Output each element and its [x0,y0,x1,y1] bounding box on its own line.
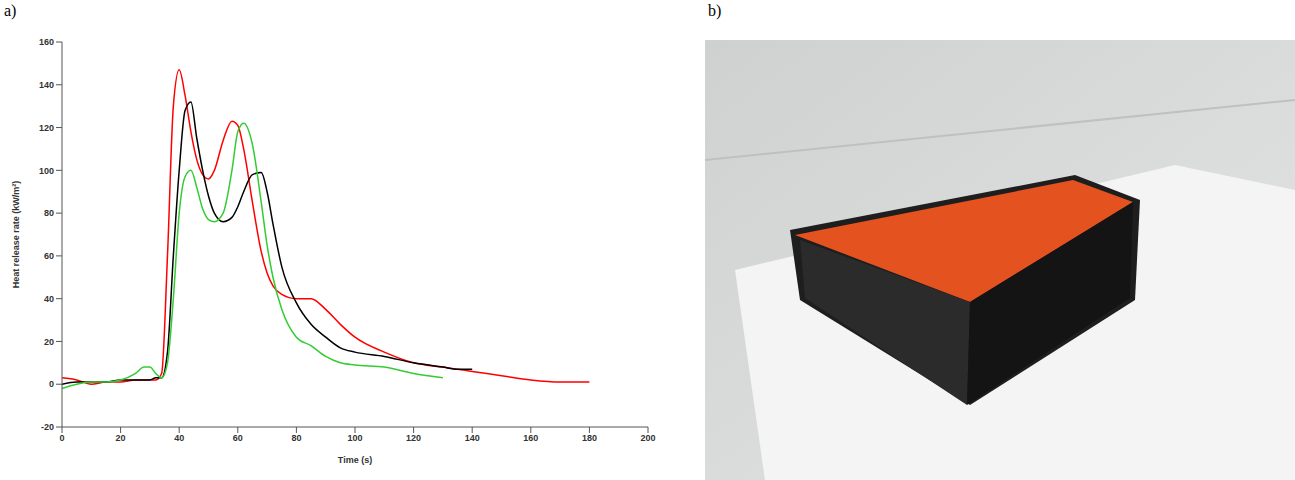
svg-text:60: 60 [233,433,243,443]
svg-text:20: 20 [116,433,126,443]
svg-text:80: 80 [44,208,54,218]
svg-text:200: 200 [640,433,655,443]
svg-text:100: 100 [347,433,362,443]
svg-text:20: 20 [44,337,54,347]
svg-text:-20: -20 [41,422,54,432]
svg-text:120: 120 [406,433,421,443]
svg-text:160: 160 [523,433,538,443]
svg-text:40: 40 [44,294,54,304]
svg-text:40: 40 [174,433,184,443]
svg-text:120: 120 [39,123,54,133]
html-text:b): b) [708,2,722,19]
html-text:a): a) [4,2,17,19]
svg-text:0: 0 [59,433,64,443]
svg-text:60: 60 [44,251,54,261]
svg-text:100: 100 [39,166,54,176]
svg-text:Heat release rate (kW/m²): Heat release rate (kW/m²) [11,181,21,289]
svg-text:140: 140 [39,80,54,90]
svg-text:0: 0 [49,379,54,389]
svg-text:180: 180 [582,433,597,443]
svg-text:Time (s): Time (s) [338,455,372,465]
svg-text:80: 80 [291,433,301,443]
svg-text:140: 140 [465,433,480,443]
svg-text:160: 160 [39,37,54,47]
